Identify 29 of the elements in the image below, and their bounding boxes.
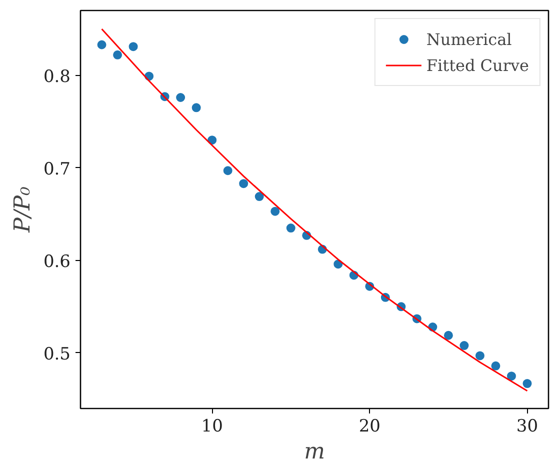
y-tick-label: 0.8 (43, 66, 71, 87)
point (176, 93, 186, 102)
point (128, 42, 138, 52)
legend-label: Numerical (426, 30, 512, 48)
y-tick-label: 0.6 (43, 252, 71, 272)
x-tick-label: 30 (516, 416, 538, 436)
point (444, 330, 453, 340)
line-series (101, 28, 528, 392)
x-tick-label: 20 (358, 416, 380, 436)
point (522, 379, 532, 388)
point (223, 166, 232, 176)
point (254, 192, 264, 202)
point (113, 50, 122, 60)
y-tick-label: 0.7 (43, 159, 71, 180)
point (192, 103, 201, 112)
point (475, 351, 484, 360)
y-axis-title: P/P₀ (10, 186, 36, 234)
point (208, 136, 217, 145)
x-tick-label: 10 (201, 416, 223, 436)
point (506, 372, 516, 381)
point (97, 40, 106, 50)
point (460, 341, 469, 350)
point (286, 224, 296, 233)
y-tick-label: 0.5 (43, 344, 71, 364)
x-axis-title: m (304, 440, 325, 464)
legend-label: Fitted Curve (426, 56, 529, 74)
point (239, 179, 248, 188)
point (270, 206, 280, 216)
point (491, 361, 500, 370)
